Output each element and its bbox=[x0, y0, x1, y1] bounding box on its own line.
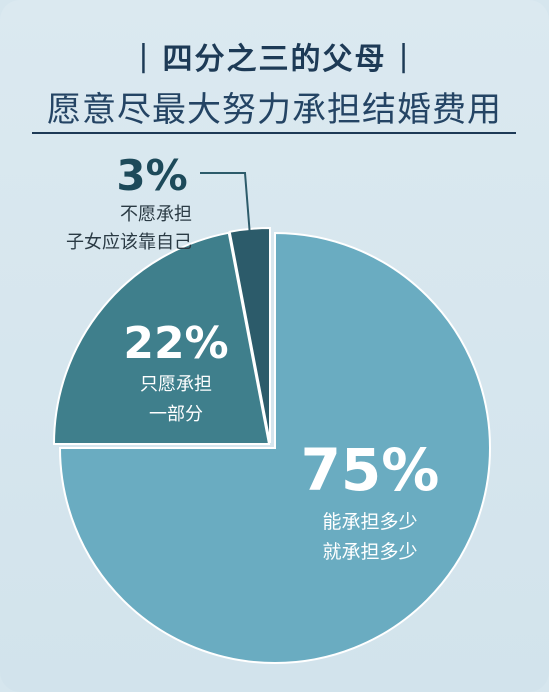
slice-desc-75-line1: 能承担多少 bbox=[322, 511, 417, 533]
slice-desc-3-line2: 子女应该靠自己 bbox=[66, 232, 192, 253]
pie-slice-22 bbox=[52, 231, 271, 445]
title-bar-right: | bbox=[398, 38, 411, 74]
chart-subtitle: 愿意尽最大努力承担结婚费用 bbox=[47, 90, 502, 130]
slice-desc-75-line2: 就承担多少 bbox=[322, 541, 417, 563]
title-bar-left: | bbox=[138, 38, 151, 74]
subtitle-underline bbox=[32, 132, 516, 134]
slice-label-22: 22% bbox=[123, 318, 228, 369]
title-row: | 四分之三的父母 | bbox=[0, 36, 549, 78]
pie-slice-75 bbox=[58, 231, 491, 664]
slice-desc-3-line1: 不愿承担 bbox=[120, 204, 192, 225]
slice-desc-22-line1: 只愿承担 bbox=[140, 374, 212, 395]
slice-desc-22-line2: 一部分 bbox=[149, 404, 203, 425]
slice-label-75: 75% bbox=[301, 436, 440, 504]
chart-title: 四分之三的父母 bbox=[162, 42, 387, 77]
slice-label-3: 3% bbox=[116, 151, 187, 200]
leader-line-3 bbox=[200, 172, 251, 234]
